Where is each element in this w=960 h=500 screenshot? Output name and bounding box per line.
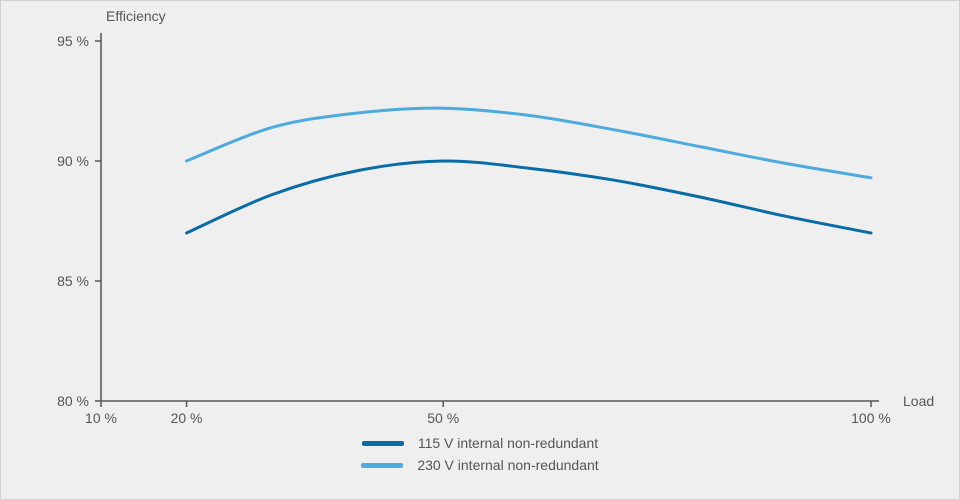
plot-area — [101, 41, 871, 401]
y-tick-label: 85 % — [57, 273, 89, 289]
chart-frame: 80 % 85 % 90 % 95 % 10 % 20 % 50 % 100 % Efficie… — [0, 0, 960, 500]
legend-swatch-icon — [362, 441, 404, 446]
x-tick-label: 100 % — [851, 410, 891, 426]
x-tick-label: 20 % — [171, 410, 203, 426]
legend-swatch-icon — [361, 463, 403, 468]
x-tick-label: 50 % — [427, 410, 459, 426]
efficiency-line-chart: 80 % 85 % 90 % 95 % 10 % 20 % 50 % 100 % Efficie… — [1, 1, 960, 500]
y-axis-title: Efficiency — [106, 8, 166, 24]
chart-legend: 115 V internal non-redundant 230 V intern… — [1, 435, 959, 473]
legend-label: 230 V internal non-redundant — [417, 457, 598, 473]
y-tick-label: 80 % — [57, 393, 89, 409]
y-tick-label: 95 % — [57, 33, 89, 49]
legend-label: 115 V internal non-redundant — [418, 435, 598, 451]
legend-item-v230: 230 V internal non-redundant — [361, 457, 598, 473]
x-tick-label: 10 % — [85, 410, 117, 426]
y-tick-label: 90 % — [57, 153, 89, 169]
legend-item-v115: 115 V internal non-redundant — [362, 435, 598, 451]
x-axis-title: Load — [903, 393, 934, 409]
